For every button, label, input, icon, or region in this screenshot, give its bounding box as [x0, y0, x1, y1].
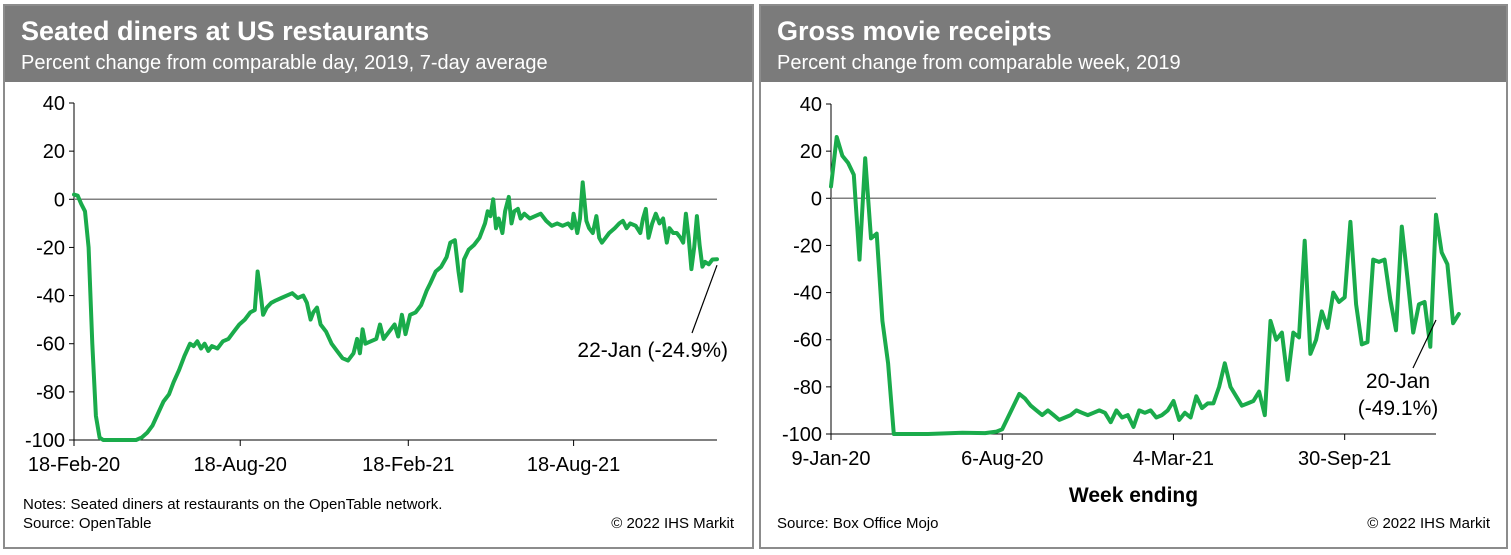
y-tick-label: -80 [36, 382, 65, 404]
chart-subtitle: Percent change from comparable week, 201… [777, 52, 1181, 74]
chart-title: Gross movie receipts [777, 16, 1052, 46]
y-tick-label: -80 [793, 377, 822, 399]
y-tick-label: -100 [25, 430, 65, 452]
x-tick-label: 9-Jan-20 [792, 448, 871, 470]
panel-header: Gross movie receipts Percent change from… [761, 6, 1506, 82]
x-tick-label: 6-Aug-20 [961, 448, 1043, 470]
series-line [72, 180, 719, 442]
chart-title: Seated diners at US restaurants [21, 16, 430, 46]
annotation-label: (-49.1%) [1358, 397, 1439, 420]
y-tick-label: 40 [43, 93, 65, 115]
chart-notes: Notes: Seated diners at restaurants on t… [23, 496, 443, 513]
chart-source: Source: OpenTable [23, 515, 152, 532]
chart-copyright: © 2022 IHS Markit [611, 515, 734, 532]
y-tick-label: -40 [793, 283, 822, 305]
annotation-leader-line [691, 265, 718, 334]
chart-source: Source: Box Office Mojo [777, 515, 939, 532]
annotation-label: 22-Jan (-24.9%) [577, 339, 728, 362]
y-tick-label: -60 [36, 334, 65, 356]
x-tick-label: 18-Feb-21 [362, 454, 454, 476]
x-axis-title: Week ending [1069, 484, 1198, 507]
annotation-label: 20-Jan [1366, 370, 1430, 393]
chart-subtitle: Percent change from comparable day, 2019… [21, 52, 548, 74]
chart-panel-seated-diners: Seated diners at US restaurants Percent … [3, 4, 754, 549]
y-tick-label: 20 [800, 141, 822, 163]
chart-panel-movie-receipts: Gross movie receipts Percent change from… [759, 4, 1508, 549]
annotation-leader-line [1412, 319, 1437, 369]
x-tick-label: 18-Aug-21 [527, 454, 620, 476]
series-line [829, 135, 1461, 436]
y-tick-label: 0 [54, 189, 65, 211]
panel-header: Seated diners at US restaurants Percent … [5, 6, 752, 82]
y-tick-label: -60 [793, 330, 822, 352]
y-tick-label: -20 [793, 235, 822, 257]
y-tick-label: 20 [43, 141, 65, 163]
y-tick-label: -20 [36, 237, 65, 259]
y-tick-label: -100 [782, 424, 822, 446]
y-tick-label: 40 [800, 94, 822, 116]
x-tick-label: 18-Aug-20 [194, 454, 287, 476]
x-tick-label: 4-Mar-21 [1133, 448, 1214, 470]
x-tick-label: 18-Feb-20 [28, 454, 120, 476]
y-tick-label: 0 [811, 188, 822, 210]
chart-copyright: © 2022 IHS Markit [1367, 515, 1490, 532]
y-tick-label: -40 [36, 286, 65, 308]
x-tick-label: 30-Sep-21 [1298, 448, 1391, 470]
